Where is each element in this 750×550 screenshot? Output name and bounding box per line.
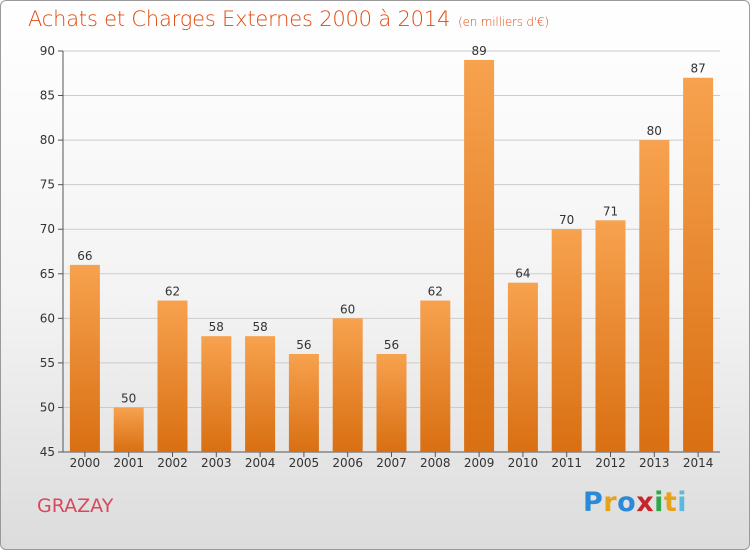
logo-letter: r [603, 487, 618, 518]
bar [113, 407, 144, 452]
data-label: 66 [77, 249, 92, 263]
logo-letter: P [583, 487, 604, 518]
x-tick-label: 2008 [420, 456, 451, 470]
x-tick-label: 2007 [376, 456, 407, 470]
data-label: 62 [165, 285, 180, 299]
data-label: 89 [471, 44, 486, 58]
data-label: 80 [647, 124, 662, 138]
bar [157, 300, 188, 452]
commune-name: GRAZAY [37, 495, 114, 517]
logo-letter: o [617, 487, 637, 518]
bar [69, 264, 100, 452]
bar [332, 318, 363, 452]
bar [551, 229, 582, 452]
x-tick-label: 2011 [551, 456, 582, 470]
x-tick-label: 2001 [113, 456, 144, 470]
logo-letter: t [663, 487, 678, 518]
x-tick-label: 2013 [639, 456, 670, 470]
data-label: 56 [296, 338, 311, 352]
logo-letter: x [636, 487, 655, 518]
chart-title: Achats et Charges Externes 2000 à 2014 (e… [28, 7, 549, 31]
logo-letter: i [654, 487, 664, 518]
data-label: 87 [690, 62, 705, 76]
bar [420, 300, 451, 452]
data-label: 50 [121, 391, 136, 405]
x-tick-label: 2009 [464, 456, 495, 470]
bar [201, 336, 232, 452]
data-label: 62 [428, 285, 443, 299]
x-tick-label: 2012 [595, 456, 626, 470]
y-tick-label: 50 [40, 400, 55, 414]
y-tick-label: 65 [40, 267, 55, 281]
logo-letter: i [677, 487, 688, 518]
data-label: 70 [559, 213, 574, 227]
x-tick-label: 2006 [332, 456, 363, 470]
x-tick-label: 2000 [70, 456, 101, 470]
bars [69, 59, 714, 453]
x-tick-label: 2004 [245, 456, 276, 470]
y-tick-label: 45 [40, 445, 55, 459]
y-tick-label: 60 [40, 311, 55, 325]
x-tick-label: 2010 [508, 456, 539, 470]
data-label: 56 [384, 338, 399, 352]
bar [464, 59, 495, 453]
data-label: 71 [603, 204, 618, 218]
y-tick-label: 85 [40, 89, 55, 103]
data-label: 64 [515, 267, 530, 281]
y-tick-label: 55 [40, 356, 55, 370]
data-label: 58 [209, 320, 224, 334]
proxiti-logo[interactable]: Proxiti [583, 487, 687, 518]
data-label: 58 [252, 320, 267, 334]
y-tick-label: 80 [40, 133, 55, 147]
data-label: 60 [340, 302, 355, 316]
y-tick-label: 70 [40, 222, 55, 236]
bar [376, 353, 407, 452]
y-tick-label: 75 [40, 178, 55, 192]
y-tick-label: 90 [40, 44, 55, 58]
x-tick-label: 2005 [289, 456, 320, 470]
bar [507, 282, 538, 452]
labels: 66 2000 50 2001 62 2002 58 2003 58 2004 56 2005 60 20… [70, 44, 714, 470]
x-tick-label: 2014 [683, 456, 714, 470]
bar [288, 353, 319, 452]
chart-title-text: Achats et Charges Externes 2000 à 2014 [28, 7, 451, 31]
chart-unit: (en milliers d'€) [458, 15, 549, 29]
x-tick-label: 2002 [157, 456, 188, 470]
bar [639, 140, 670, 452]
bar [683, 77, 714, 452]
bar [595, 220, 626, 452]
x-tick-label: 2003 [201, 456, 232, 470]
bar [245, 336, 276, 452]
